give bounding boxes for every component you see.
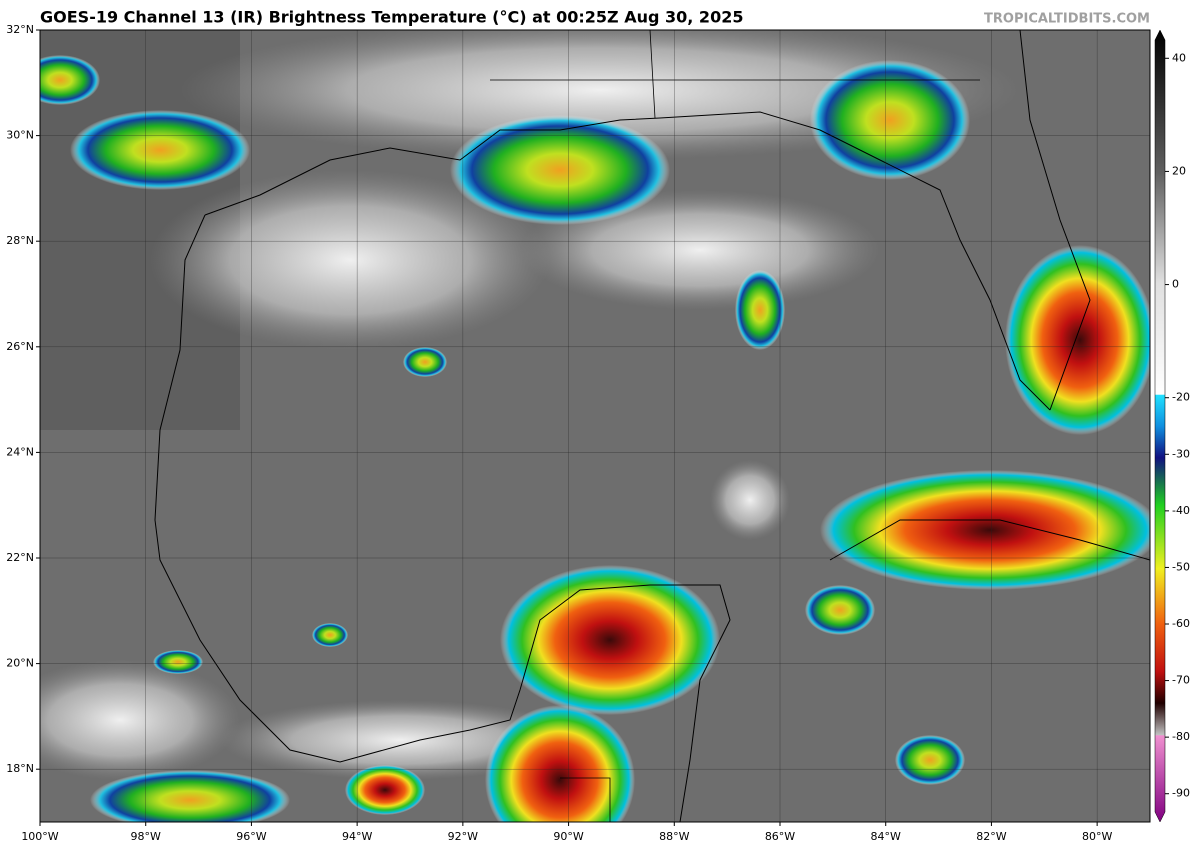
colorbar-label: -20 <box>1172 391 1190 404</box>
storm <box>485 705 635 822</box>
cloud <box>150 170 550 350</box>
colorbar-label: 0 <box>1172 278 1179 291</box>
colorbar <box>1154 29 1166 823</box>
colorbar-label: -90 <box>1172 787 1190 800</box>
colorbar-label: -60 <box>1172 617 1190 630</box>
storm <box>345 765 425 815</box>
lon-label: 82°W <box>976 830 1006 843</box>
storm <box>40 55 100 105</box>
lon-label: 98°W <box>131 830 161 843</box>
lon-label: 90°W <box>553 830 583 843</box>
storm <box>312 623 348 647</box>
storm <box>403 347 447 377</box>
cloud <box>40 660 240 780</box>
lon-label: 86°W <box>765 830 795 843</box>
imagery <box>40 30 1150 822</box>
lat-label: 24°N <box>6 445 34 458</box>
colorbar-label: -40 <box>1172 504 1190 517</box>
title: GOES-19 Channel 13 (IR) Brightness Tempe… <box>40 8 743 27</box>
storm <box>500 565 720 715</box>
lat-label: 30°N <box>6 129 34 142</box>
lon-label: 94°W <box>342 830 372 843</box>
colorbar-label: -80 <box>1172 730 1190 743</box>
borders <box>40 30 980 822</box>
storm <box>153 650 203 674</box>
colorbar-label: 20 <box>1172 164 1186 177</box>
lon-label: 96°W <box>236 830 266 843</box>
lon-label: 80°W <box>1082 830 1112 843</box>
storm <box>805 585 875 635</box>
lat-label: 22°N <box>6 551 34 564</box>
lat-label: 26°N <box>6 340 34 353</box>
storm <box>895 735 965 785</box>
lon-label: 100°W <box>21 830 58 843</box>
map-frame <box>39 29 1151 823</box>
storm <box>90 770 290 822</box>
storm <box>820 470 1150 590</box>
storm <box>735 270 785 350</box>
credit: TROPICALTIDBITS.COM <box>984 12 1150 27</box>
lat-label: 20°N <box>6 657 34 670</box>
colorbar-label: -50 <box>1172 560 1190 573</box>
coastline <box>154 30 1150 822</box>
lat-label: 32°N <box>6 23 34 36</box>
lat-label: 28°N <box>6 234 34 247</box>
lon-label: 88°W <box>659 830 689 843</box>
storm <box>450 115 670 225</box>
colorbar-label: -30 <box>1172 447 1190 460</box>
lon-label: 84°W <box>871 830 901 843</box>
cloud <box>710 460 790 540</box>
storm <box>810 60 970 180</box>
storm <box>1005 245 1150 435</box>
lat-label: 18°N <box>6 762 34 775</box>
storm <box>70 110 250 190</box>
cloud <box>520 190 880 310</box>
colorbar-label: -70 <box>1172 674 1190 687</box>
colorbar-label: 40 <box>1172 51 1186 64</box>
lon-label: 92°W <box>448 830 478 843</box>
